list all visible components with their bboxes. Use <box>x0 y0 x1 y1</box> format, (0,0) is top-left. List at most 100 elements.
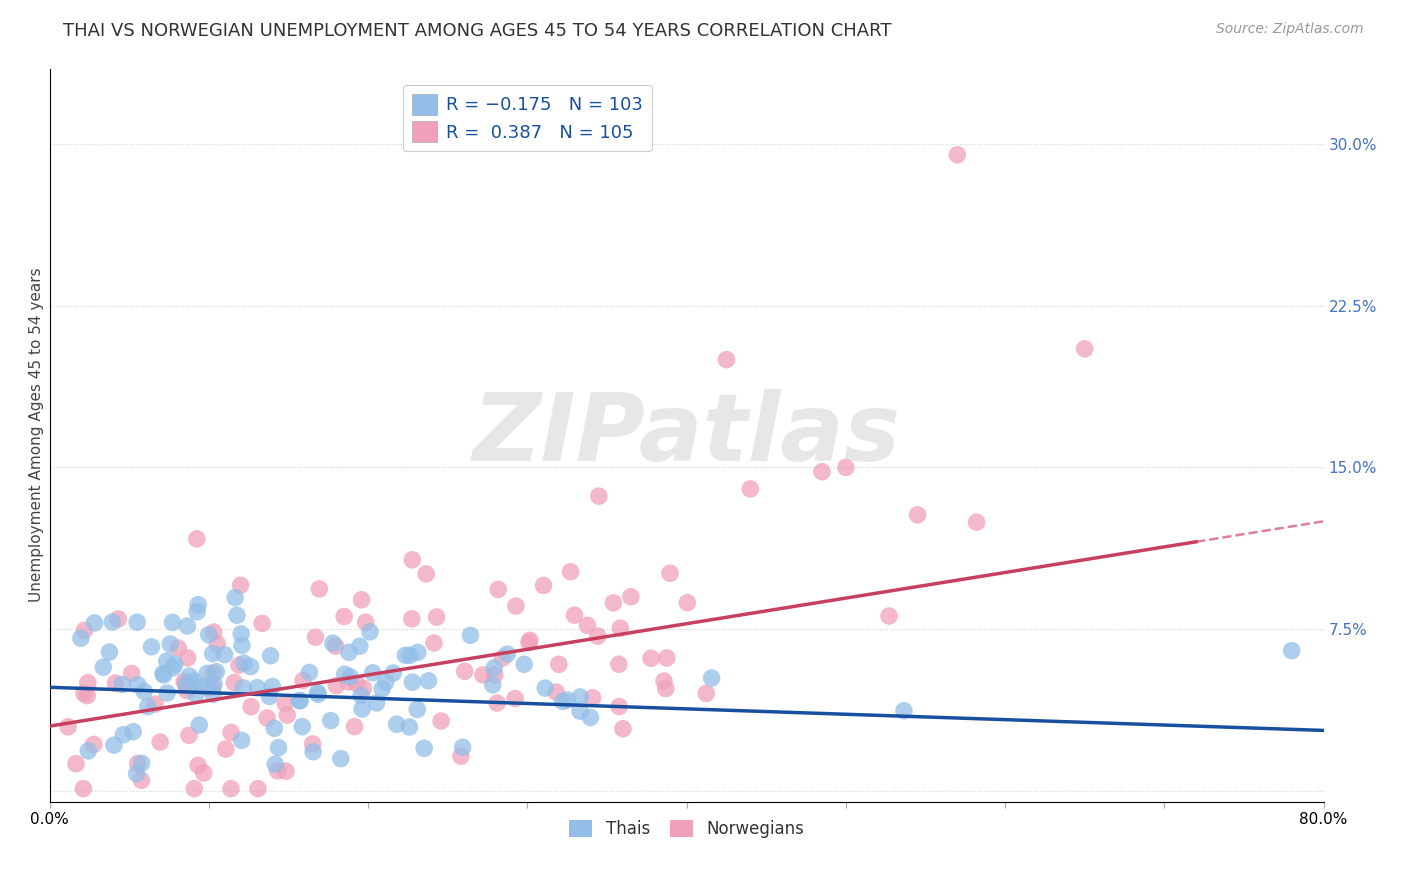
Point <box>333 609 356 624</box>
Point <box>186 605 208 619</box>
Point <box>187 598 209 612</box>
Point <box>250 616 273 631</box>
Point <box>215 742 238 756</box>
Point <box>307 687 329 701</box>
Point <box>229 578 252 592</box>
Point <box>246 781 269 796</box>
Point <box>513 657 536 672</box>
Point <box>112 728 135 742</box>
Point <box>214 648 236 662</box>
Point <box>176 651 198 665</box>
Point <box>607 657 630 672</box>
Point <box>555 693 578 707</box>
Point <box>505 599 527 613</box>
Point <box>371 681 394 696</box>
Point <box>353 681 375 696</box>
Point <box>207 637 229 651</box>
Point <box>401 553 423 567</box>
Text: ZIPatlas: ZIPatlas <box>472 389 901 481</box>
Point <box>65 756 87 771</box>
Point <box>202 665 225 680</box>
Point <box>104 676 127 690</box>
Point <box>319 714 342 728</box>
Point <box>136 699 159 714</box>
Point <box>202 625 225 640</box>
Point <box>163 657 186 672</box>
Point <box>259 690 281 704</box>
Point <box>131 756 153 771</box>
Point <box>695 686 717 700</box>
Point <box>179 669 201 683</box>
Point <box>486 582 509 597</box>
Point <box>73 686 96 700</box>
Point <box>292 673 315 688</box>
Text: THAI VS NORWEGIAN UNEMPLOYMENT AMONG AGES 45 TO 54 YEARS CORRELATION CHART: THAI VS NORWEGIAN UNEMPLOYMENT AMONG AGE… <box>63 22 891 40</box>
Point <box>174 679 197 693</box>
Point <box>551 694 574 708</box>
Point <box>259 648 281 663</box>
Point <box>374 675 396 690</box>
Point <box>579 710 602 724</box>
Point <box>195 666 218 681</box>
Point <box>307 685 329 699</box>
Point <box>346 676 368 690</box>
Point <box>183 781 205 796</box>
Point <box>274 697 297 711</box>
Text: Source: ZipAtlas.com: Source: ZipAtlas.com <box>1216 22 1364 37</box>
Point <box>350 592 373 607</box>
Point <box>291 720 314 734</box>
Point <box>127 756 149 771</box>
Point <box>219 781 242 796</box>
Point <box>77 744 100 758</box>
Point <box>385 717 408 731</box>
Point <box>183 673 205 688</box>
Point <box>1073 342 1095 356</box>
Point <box>423 636 446 650</box>
Point <box>339 670 361 684</box>
Point <box>337 645 360 659</box>
Point <box>231 627 253 641</box>
Point <box>659 566 682 581</box>
Point <box>533 578 555 592</box>
Point <box>101 615 124 629</box>
Point <box>232 681 254 695</box>
Point <box>586 629 609 643</box>
Point <box>256 711 278 725</box>
Point <box>76 689 98 703</box>
Point <box>676 596 699 610</box>
Point <box>76 675 98 690</box>
Point <box>202 677 225 691</box>
Point <box>329 751 352 765</box>
Point <box>240 699 263 714</box>
Point <box>430 714 453 728</box>
Point <box>167 640 190 655</box>
Point <box>893 704 915 718</box>
Point <box>263 721 285 735</box>
Point <box>173 674 195 689</box>
Point <box>491 651 513 665</box>
Point <box>177 728 200 742</box>
Point <box>418 673 440 688</box>
Point <box>349 639 371 653</box>
Point <box>361 665 384 680</box>
Point <box>406 645 429 659</box>
Point <box>184 687 207 701</box>
Point <box>454 665 477 679</box>
Point <box>652 674 675 689</box>
Point <box>576 618 599 632</box>
Point <box>186 532 208 546</box>
Point <box>190 679 212 693</box>
Point <box>401 612 423 626</box>
Point <box>966 515 988 529</box>
Point <box>612 722 634 736</box>
Point <box>484 668 506 682</box>
Point <box>187 758 209 772</box>
Point <box>547 657 569 672</box>
Point <box>325 679 347 693</box>
Point <box>415 566 437 581</box>
Point <box>174 676 197 690</box>
Point <box>226 608 249 623</box>
Point <box>394 648 416 663</box>
Point <box>519 633 541 648</box>
Point <box>366 696 388 710</box>
